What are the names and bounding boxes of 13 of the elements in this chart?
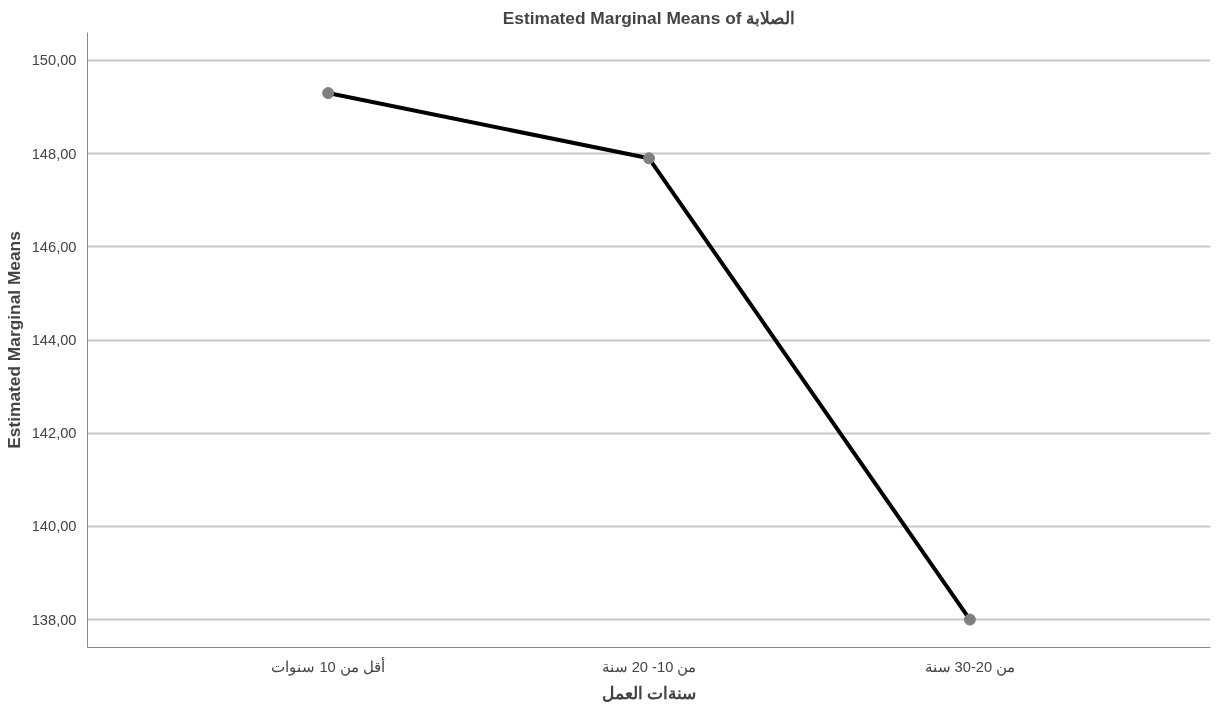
y-tick-label: 144,00 — [31, 332, 77, 348]
y-tick-label: 146,00 — [31, 238, 77, 255]
chart-title: Estimated Marginal Means of الصلابة — [502, 7, 796, 28]
y-tick-label: 142,00 — [31, 425, 77, 442]
x-tick-label: أقل من 10 سنوات — [271, 656, 385, 676]
x-tick-label: من 10- 20 سنة — [601, 658, 697, 676]
y-tick-label: 140,00 — [31, 518, 77, 535]
x-tick-label: من 20-30 سنة — [924, 658, 1016, 676]
y-axis-title: Estimated Marginal Means — [3, 231, 24, 449]
x-axis-title: سنةات العمل — [601, 682, 697, 703]
y-tick-label: 148,00 — [31, 145, 77, 162]
y-tick-label: 150,00 — [31, 52, 77, 69]
y-tick-label: 138,00 — [31, 611, 77, 628]
